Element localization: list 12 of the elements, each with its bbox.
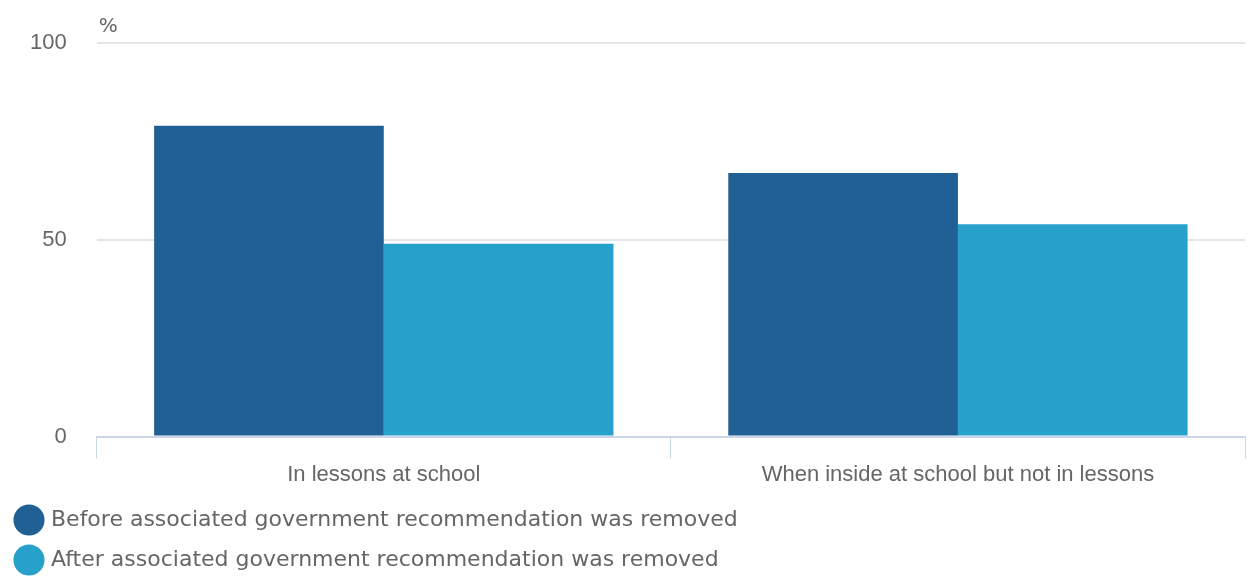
legend-label: After associated government recommendation was removed: [51, 545, 719, 571]
bar: [728, 173, 958, 436]
bar: [383, 243, 614, 436]
y-tick-label: 100: [29, 29, 67, 55]
y-tick-label: 0: [54, 422, 67, 448]
x-tick-label: When inside at school but not in lessons: [761, 460, 1155, 486]
y-axis-title: %: [98, 13, 118, 38]
legend-label: Before associated government recommendation was removed: [51, 505, 738, 531]
bar: [957, 224, 1188, 436]
y-tick-label: 50: [42, 225, 67, 251]
bar: [154, 125, 384, 436]
x-tick-label: In lessons at school: [287, 460, 481, 486]
